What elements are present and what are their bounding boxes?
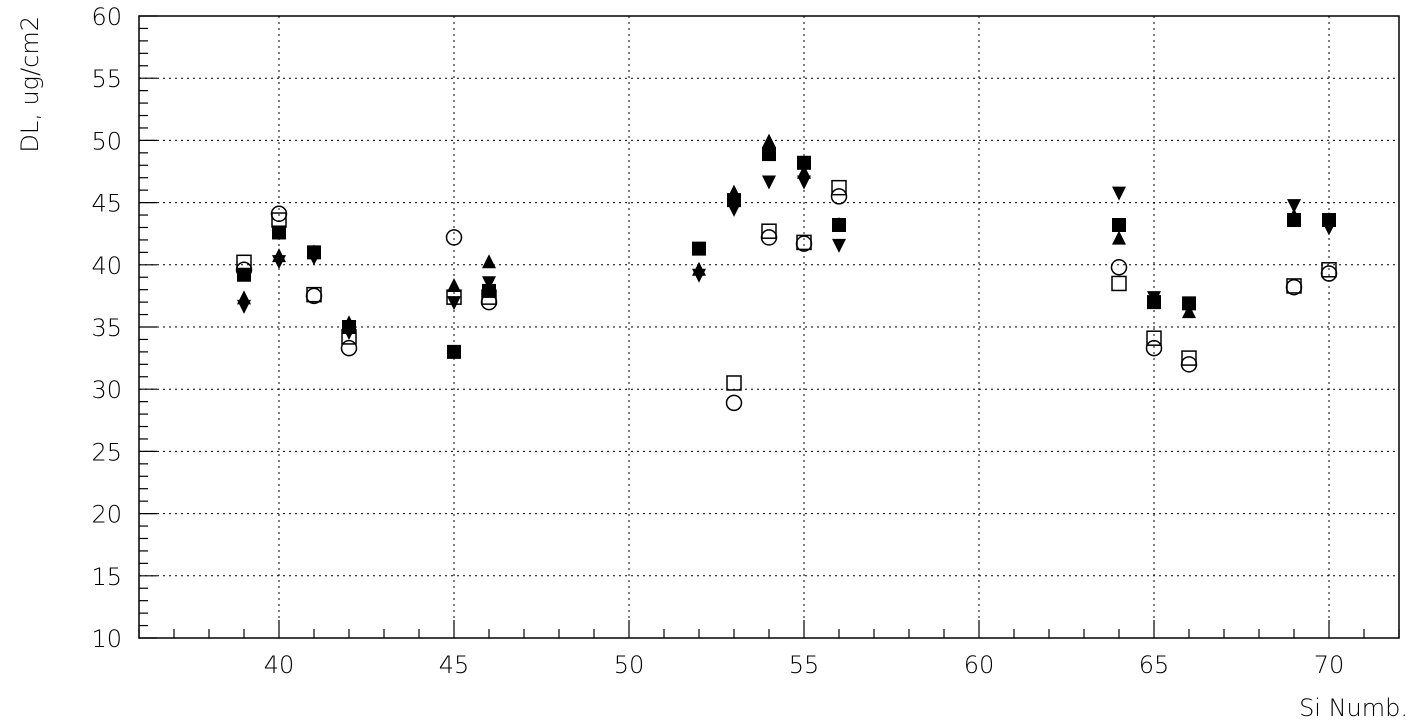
point-triangle-up (447, 277, 461, 292)
grid (139, 16, 1399, 638)
x-tick-label: 40 (264, 651, 295, 679)
y-tick-label: 10 (91, 625, 122, 653)
y-tick-label: 45 (91, 190, 122, 218)
point-triangle-up (1287, 208, 1301, 223)
point-open-square (726, 375, 742, 391)
data-points (235, 133, 1338, 412)
point-open-square (831, 179, 847, 196)
point-open-circle (795, 235, 813, 252)
point-triangle-down (762, 175, 776, 190)
x-tick-label: 50 (614, 651, 645, 679)
y-tick-label: 15 (91, 563, 122, 591)
point-triangle-down (1147, 291, 1161, 306)
point-triangle-up (762, 133, 776, 148)
y-tick-label: 30 (91, 376, 122, 404)
point-open-circle (1285, 278, 1303, 296)
point-triangle-down (692, 268, 706, 283)
point-triangle-down (482, 276, 496, 291)
x-tick-label: 55 (789, 651, 820, 679)
point-open-circle (1180, 356, 1198, 373)
point-open-circle (830, 188, 848, 205)
point-open-circle (305, 287, 323, 305)
y-tick-label: 55 (91, 65, 122, 93)
y-tick-label: 20 (91, 501, 122, 529)
y-axis-title: DL, ug/cm2 (16, 16, 44, 153)
point-open-square (1181, 350, 1197, 366)
point-filled-square (692, 241, 706, 256)
point-open-circle (480, 293, 498, 311)
point-open-square (1111, 275, 1127, 292)
point-filled-square (272, 225, 286, 240)
x-tick-labels: 40 45 50 55 60 65 70 (264, 651, 1345, 679)
point-open-circle (235, 261, 253, 279)
x-tick-label: 70 (1314, 651, 1345, 679)
point-open-circle (760, 229, 778, 246)
point-triangle-down (1287, 199, 1301, 214)
point-filled-square (237, 267, 251, 282)
y-tick-label: 60 (91, 3, 122, 31)
point-filled-square (482, 283, 496, 298)
point-triangle-up (482, 254, 496, 269)
point-open-circle (1320, 265, 1338, 282)
y-tick-label: 40 (91, 252, 122, 280)
x-axis-title: Si Numb. (1299, 694, 1408, 722)
point-triangle-down (797, 175, 811, 190)
y-tick-labels: 10 15 20 25 30 35 40 45 50 55 60 (91, 3, 122, 653)
x-tick-label: 65 (1139, 651, 1170, 679)
point-open-square (341, 329, 357, 345)
point-triangle-up (832, 216, 846, 231)
point-open-circle (445, 229, 463, 246)
y-tick-label: 25 (91, 438, 122, 466)
point-filled-square (797, 155, 811, 170)
point-triangle-down (1182, 297, 1196, 312)
point-triangle-up (342, 315, 356, 330)
point-triangle-down (272, 255, 286, 270)
point-open-square (236, 254, 252, 271)
point-open-circle (725, 394, 743, 412)
point-triangle-up (727, 184, 741, 199)
point-filled-square (1112, 217, 1126, 232)
point-open-square (271, 212, 287, 228)
point-filled-square (447, 344, 461, 359)
y-tick-label: 50 (91, 127, 122, 155)
point-triangle-down (237, 299, 251, 314)
point-open-circle (1145, 339, 1163, 357)
point-triangle-down (1112, 186, 1126, 201)
x-tick-label: 60 (964, 651, 995, 679)
point-open-circle (270, 205, 288, 223)
point-triangle-down (832, 238, 846, 253)
point-triangle-down (1322, 221, 1336, 236)
axis-ticks (138, 15, 1400, 639)
y-tick-label: 35 (91, 314, 122, 342)
point-open-square (1146, 330, 1162, 346)
point-triangle-down (307, 251, 321, 266)
point-filled-square (762, 147, 776, 162)
point-triangle-down (727, 202, 741, 217)
point-open-circle (1110, 259, 1128, 276)
point-open-square (481, 289, 497, 305)
point-triangle-up (797, 164, 811, 179)
point-open-square (761, 223, 777, 239)
x-tick-label: 45 (439, 651, 470, 679)
point-open-circle (340, 339, 358, 357)
point-triangle-up (1112, 230, 1126, 245)
point-open-square (446, 289, 462, 305)
point-triangle-down (447, 296, 461, 311)
